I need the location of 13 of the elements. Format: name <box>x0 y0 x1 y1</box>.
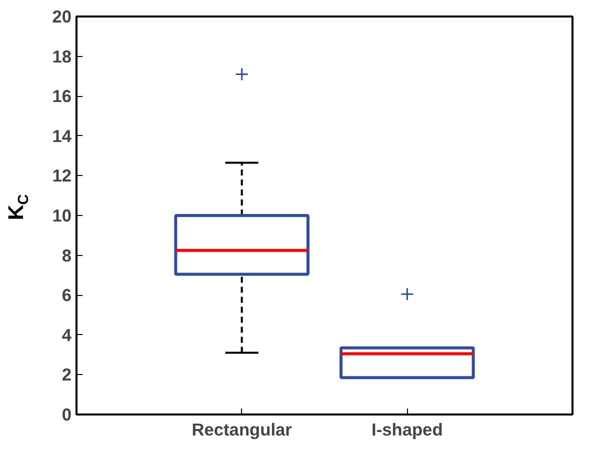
y-tick-label: 6 <box>62 285 72 306</box>
y-tick-label: 12 <box>52 166 72 186</box>
y-tick-label: 10 <box>52 206 72 226</box>
y-tick-label: 14 <box>52 126 72 146</box>
y-tick-label: 20 <box>52 6 72 26</box>
y-tick-label: 0 <box>62 404 72 424</box>
x-tick-label: I-shaped <box>372 420 443 440</box>
y-tick-label: 18 <box>52 46 72 66</box>
y-tick-label: 2 <box>62 364 72 385</box>
y-tick-label: 8 <box>62 245 72 266</box>
y-tick-label: 4 <box>62 324 72 345</box>
y-tick-label: 16 <box>52 86 72 106</box>
x-tick-label: Rectangular <box>192 420 292 440</box>
